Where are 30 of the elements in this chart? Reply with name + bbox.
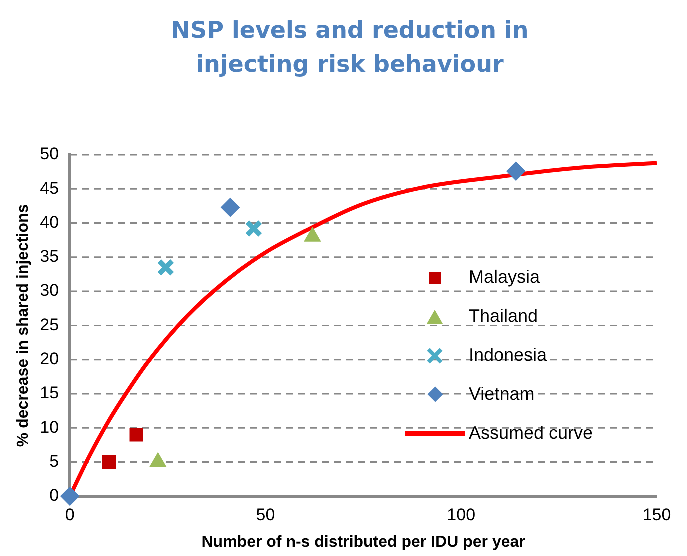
legend-label: Indonesia — [469, 345, 548, 366]
y-tick-label: 5 — [50, 452, 60, 471]
legend-label: Assumed curve — [469, 423, 594, 444]
x-tick-label: 150 — [642, 505, 672, 524]
y-tick-label: 35 — [40, 247, 60, 266]
y-axis-title: % decrease in shared injections — [15, 204, 32, 448]
point — [506, 162, 526, 181]
y-tick-label: 25 — [40, 315, 60, 334]
x-tick-label: 0 — [65, 505, 75, 524]
legend-label: Malaysia — [469, 267, 540, 288]
point — [245, 220, 263, 238]
chart-title: NSP levels and reduction in injecting risk behaviour — [170, 17, 530, 80]
legend-label: Thailand — [469, 306, 538, 327]
x-tick-label: 50 — [256, 505, 276, 524]
y-tick-label: 0 — [50, 486, 60, 506]
y-tick-label: 45 — [40, 178, 60, 198]
y-tick-label: 15 — [40, 384, 60, 403]
x-axis-title: Number of n-s distributed per IDU per year — [202, 534, 526, 551]
point — [157, 258, 175, 277]
y-tick-label: 40 — [40, 212, 60, 232]
y-tick-label: 30 — [40, 281, 60, 300]
point — [221, 198, 240, 218]
y-tick-label: 20 — [40, 350, 60, 369]
y-tick-label: 10 — [40, 418, 60, 437]
x-tick-label: 100 — [447, 505, 476, 524]
point — [102, 455, 116, 470]
legend-label: Vietnam — [469, 384, 535, 405]
point — [130, 428, 144, 442]
point — [60, 486, 80, 506]
y-tick-label: 50 — [40, 144, 60, 164]
